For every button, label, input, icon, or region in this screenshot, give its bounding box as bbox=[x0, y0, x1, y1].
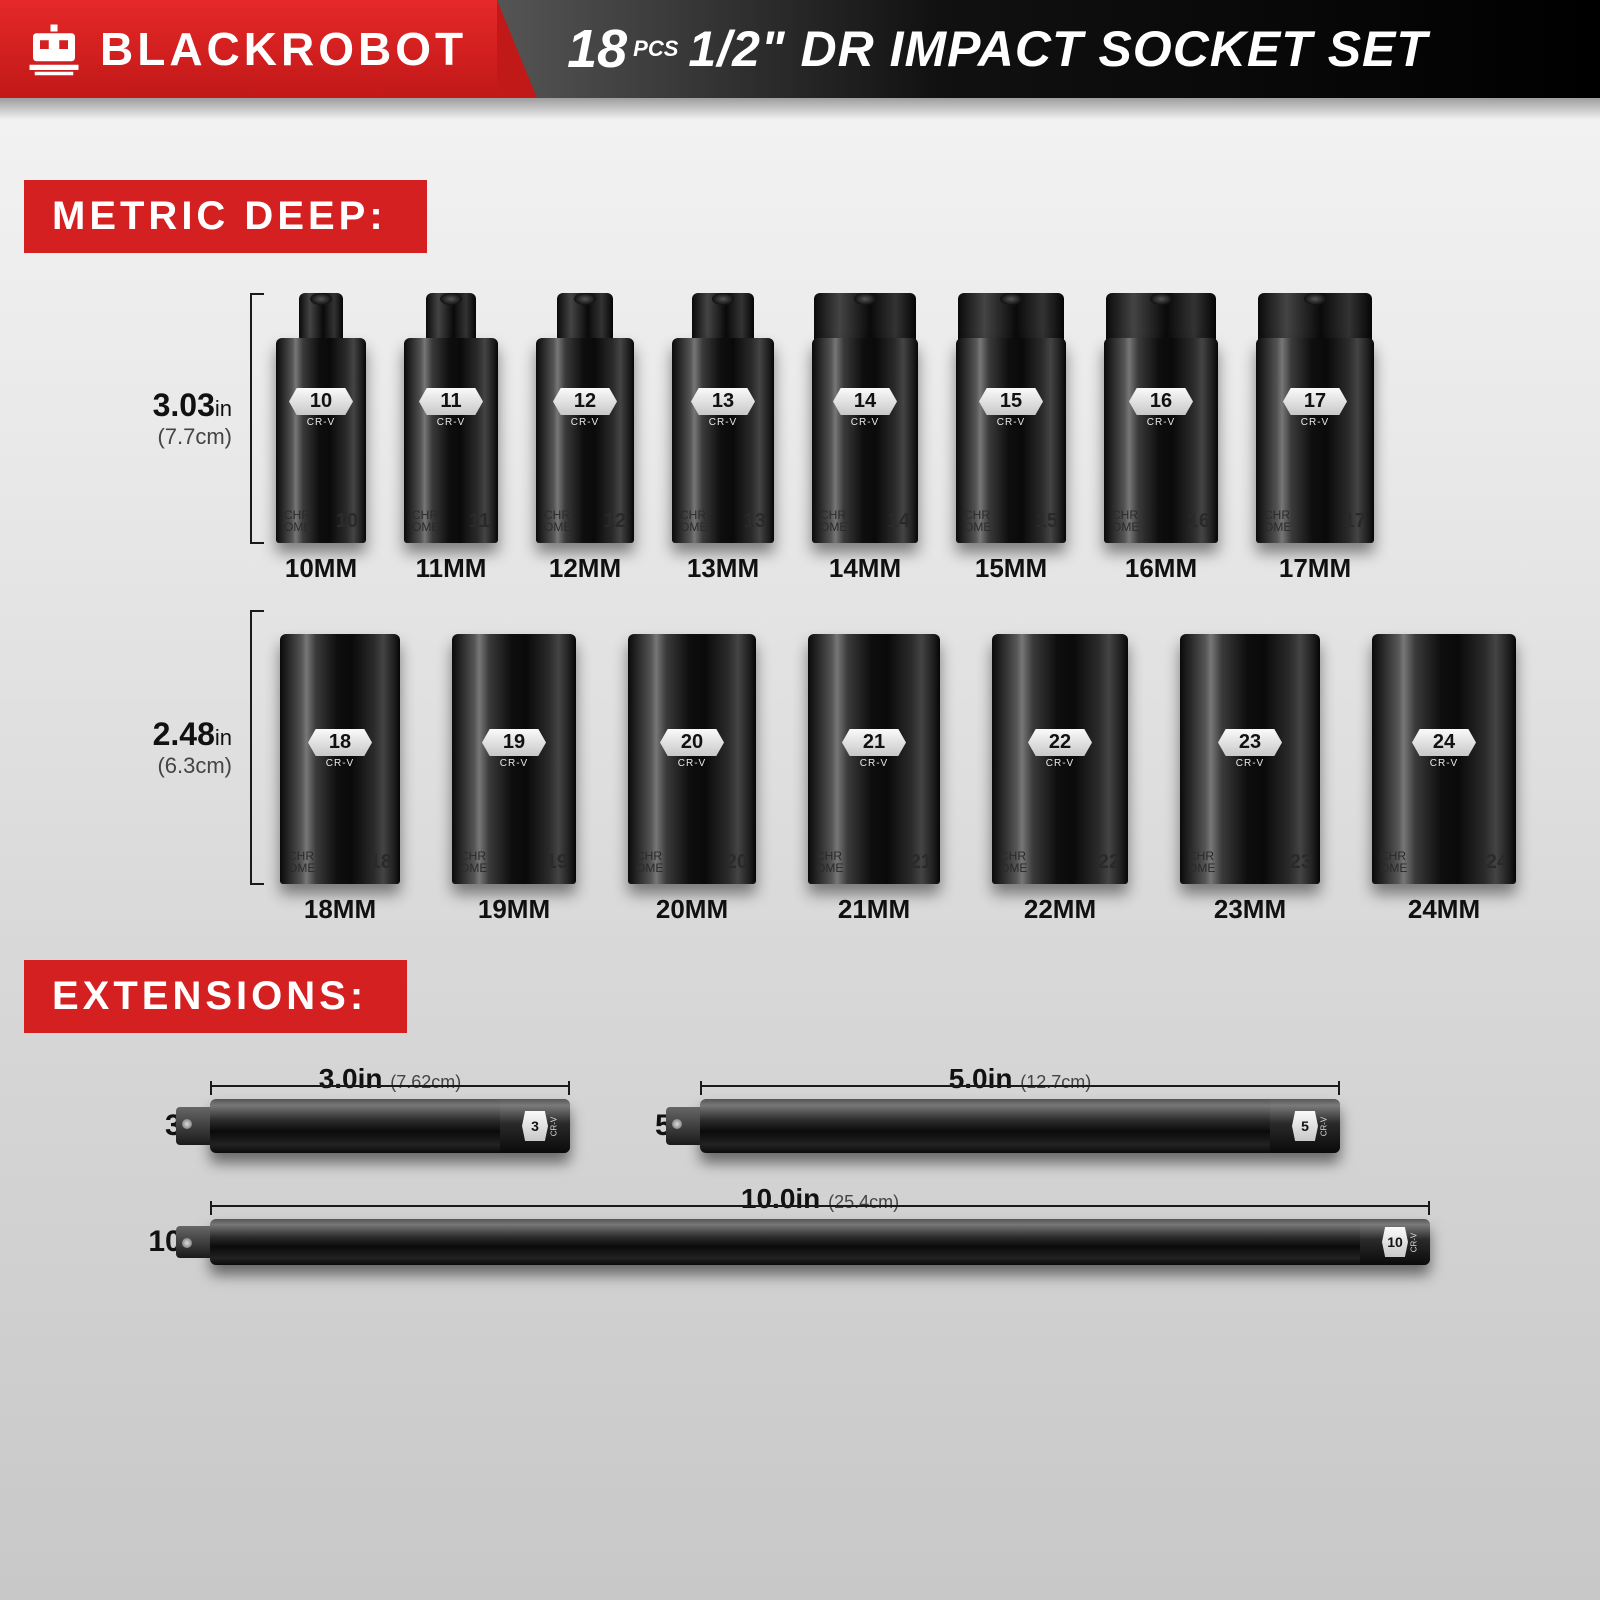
socket-size-badge: 18 bbox=[308, 729, 372, 756]
ext5-dim-cm: (12.7cm) bbox=[1020, 1072, 1091, 1092]
ext3-dim-cm: (7.62cm) bbox=[390, 1072, 461, 1092]
socket-item: 15 CR-V CHROME 15 15MM bbox=[956, 293, 1066, 584]
qty-number: 18 bbox=[567, 18, 627, 80]
ext3-dim: 3.0in bbox=[319, 1063, 383, 1094]
ext10-badge: 10 bbox=[1382, 1227, 1408, 1257]
socket-label: 11MM bbox=[404, 553, 498, 584]
socket-item: 12 CR-V CHROME 12 12MM bbox=[536, 293, 634, 584]
socket-size-badge: 22 bbox=[1028, 729, 1092, 756]
ext5-dim: 5.0in bbox=[949, 1063, 1013, 1094]
socket-label: 21MM bbox=[808, 894, 940, 925]
socket-size-badge: 12 bbox=[553, 388, 617, 415]
header-shadow bbox=[0, 98, 1600, 120]
extensions-row-top: 3.0in (7.62cm) 3'' 3CR-V 5.0in (12.7cm) bbox=[140, 1063, 1600, 1153]
socket-item: 23 CR-V CHROME 23 23MM bbox=[1180, 634, 1320, 925]
row1-dim-cm: (7.7cm) bbox=[120, 424, 232, 450]
brand-name: BLACKROBOT bbox=[100, 22, 467, 76]
socket-item: 20 CR-V CHROME 20 20MM bbox=[628, 634, 756, 925]
socket-size-badge: 15 bbox=[979, 388, 1043, 415]
row2-dim-cm: (6.3cm) bbox=[120, 753, 232, 779]
section-label-extensions: EXTENSIONS: bbox=[24, 960, 407, 1033]
socket-item: 18 CR-V CHROME 18 18MM bbox=[280, 634, 400, 925]
socket-label: 18MM bbox=[280, 894, 400, 925]
ext10-dim-cm: (25.4cm) bbox=[828, 1192, 899, 1212]
socket-row-2: 2.48in (6.3cm) 18 CR-V CHROME 18 18MM 19 bbox=[120, 610, 1600, 925]
socket-area: 3.03in (7.7cm) 10 CR-V CHROME 10 10MM 11 bbox=[120, 293, 1600, 925]
socket-size-badge: 17 bbox=[1283, 388, 1347, 415]
socket-size-badge: 13 bbox=[691, 388, 755, 415]
socket-label: 15MM bbox=[956, 553, 1066, 584]
extensions-area: 3.0in (7.62cm) 3'' 3CR-V 5.0in (12.7cm) bbox=[140, 1063, 1600, 1265]
socket-label: 19MM bbox=[452, 894, 576, 925]
socket-item: 17 CR-V CHROME 17 17MM bbox=[1256, 293, 1374, 584]
socket-row-1: 3.03in (7.7cm) 10 CR-V CHROME 10 10MM 11 bbox=[120, 293, 1600, 584]
socket-label: 13MM bbox=[672, 553, 774, 584]
socket-item: 21 CR-V CHROME 21 21MM bbox=[808, 634, 940, 925]
robot-logo-icon bbox=[26, 21, 82, 77]
socket-label: 16MM bbox=[1104, 553, 1218, 584]
qty-unit: PCS bbox=[633, 36, 678, 62]
socket-label: 10MM bbox=[276, 553, 366, 584]
ext5-bar: 5CR-V bbox=[700, 1099, 1340, 1153]
ext3-bar: 3CR-V bbox=[210, 1099, 570, 1153]
socket-size-badge: 24 bbox=[1412, 729, 1476, 756]
socket-label: 12MM bbox=[536, 553, 634, 584]
extension-3in: 3.0in (7.62cm) 3'' 3CR-V bbox=[140, 1063, 570, 1153]
socket-size-badge: 10 bbox=[289, 388, 353, 415]
socket-label: 23MM bbox=[1180, 894, 1320, 925]
socket-item: 14 CR-V CHROME 14 14MM bbox=[812, 293, 918, 584]
socket-size-badge: 21 bbox=[842, 729, 906, 756]
socket-size-badge: 14 bbox=[833, 388, 897, 415]
row1-dim-in: 3.03 bbox=[153, 387, 215, 423]
extension-5in: 5.0in (12.7cm) 5'' 5CR-V bbox=[630, 1063, 1340, 1153]
socket-label: 22MM bbox=[992, 894, 1128, 925]
ext10-bar: 10CR-V bbox=[210, 1219, 1430, 1265]
row2-dim-in: 2.48 bbox=[153, 716, 215, 752]
socket-list-2: 18 CR-V CHROME 18 18MM 19 CR-V CHROME 19… bbox=[280, 634, 1516, 925]
product-title: 1/2" DR IMPACT SOCKET SET bbox=[688, 20, 1428, 78]
row1-dim-unit: in bbox=[215, 396, 232, 421]
socket-list-1: 10 CR-V CHROME 10 10MM 11 CR-V CHROME 11… bbox=[276, 293, 1374, 584]
section-label-metric: METRIC DEEP: bbox=[24, 180, 427, 253]
socket-item: 10 CR-V CHROME 10 10MM bbox=[276, 293, 366, 584]
extension-10in: 10.0in (25.4cm) 10'' 10CR-V bbox=[140, 1183, 1600, 1265]
socket-item: 11 CR-V CHROME 11 11MM bbox=[404, 293, 498, 584]
socket-label: 20MM bbox=[628, 894, 756, 925]
socket-size-badge: 11 bbox=[419, 388, 483, 415]
socket-item: 19 CR-V CHROME 19 19MM bbox=[452, 634, 576, 925]
row1-bracket bbox=[250, 293, 266, 584]
socket-size-badge: 20 bbox=[660, 729, 724, 756]
socket-size-badge: 23 bbox=[1218, 729, 1282, 756]
header-title: 18 PCS 1/2" DR IMPACT SOCKET SET bbox=[497, 0, 1600, 98]
socket-item: 13 CR-V CHROME 13 13MM bbox=[672, 293, 774, 584]
socket-item: 22 CR-V CHROME 22 22MM bbox=[992, 634, 1128, 925]
socket-size-badge: 19 bbox=[482, 729, 546, 756]
ext5-badge: 5 bbox=[1292, 1111, 1318, 1141]
socket-label: 17MM bbox=[1256, 553, 1374, 584]
header: BLACKROBOT 18 PCS 1/2" DR IMPACT SOCKET … bbox=[0, 0, 1600, 98]
socket-item: 24 CR-V CHROME 24 24MM bbox=[1372, 634, 1516, 925]
ext10-dim: 10.0in bbox=[741, 1183, 820, 1214]
row2-dimension: 2.48in (6.3cm) bbox=[120, 716, 250, 779]
socket-size-badge: 16 bbox=[1129, 388, 1193, 415]
row2-bracket bbox=[250, 610, 266, 925]
socket-label: 14MM bbox=[812, 553, 918, 584]
socket-item: 16 CR-V CHROME 16 16MM bbox=[1104, 293, 1218, 584]
row2-dim-unit: in bbox=[215, 725, 232, 750]
row1-dimension: 3.03in (7.7cm) bbox=[120, 387, 250, 450]
socket-label: 24MM bbox=[1372, 894, 1516, 925]
ext3-badge: 3 bbox=[522, 1111, 548, 1141]
header-brand-block: BLACKROBOT bbox=[0, 0, 497, 98]
